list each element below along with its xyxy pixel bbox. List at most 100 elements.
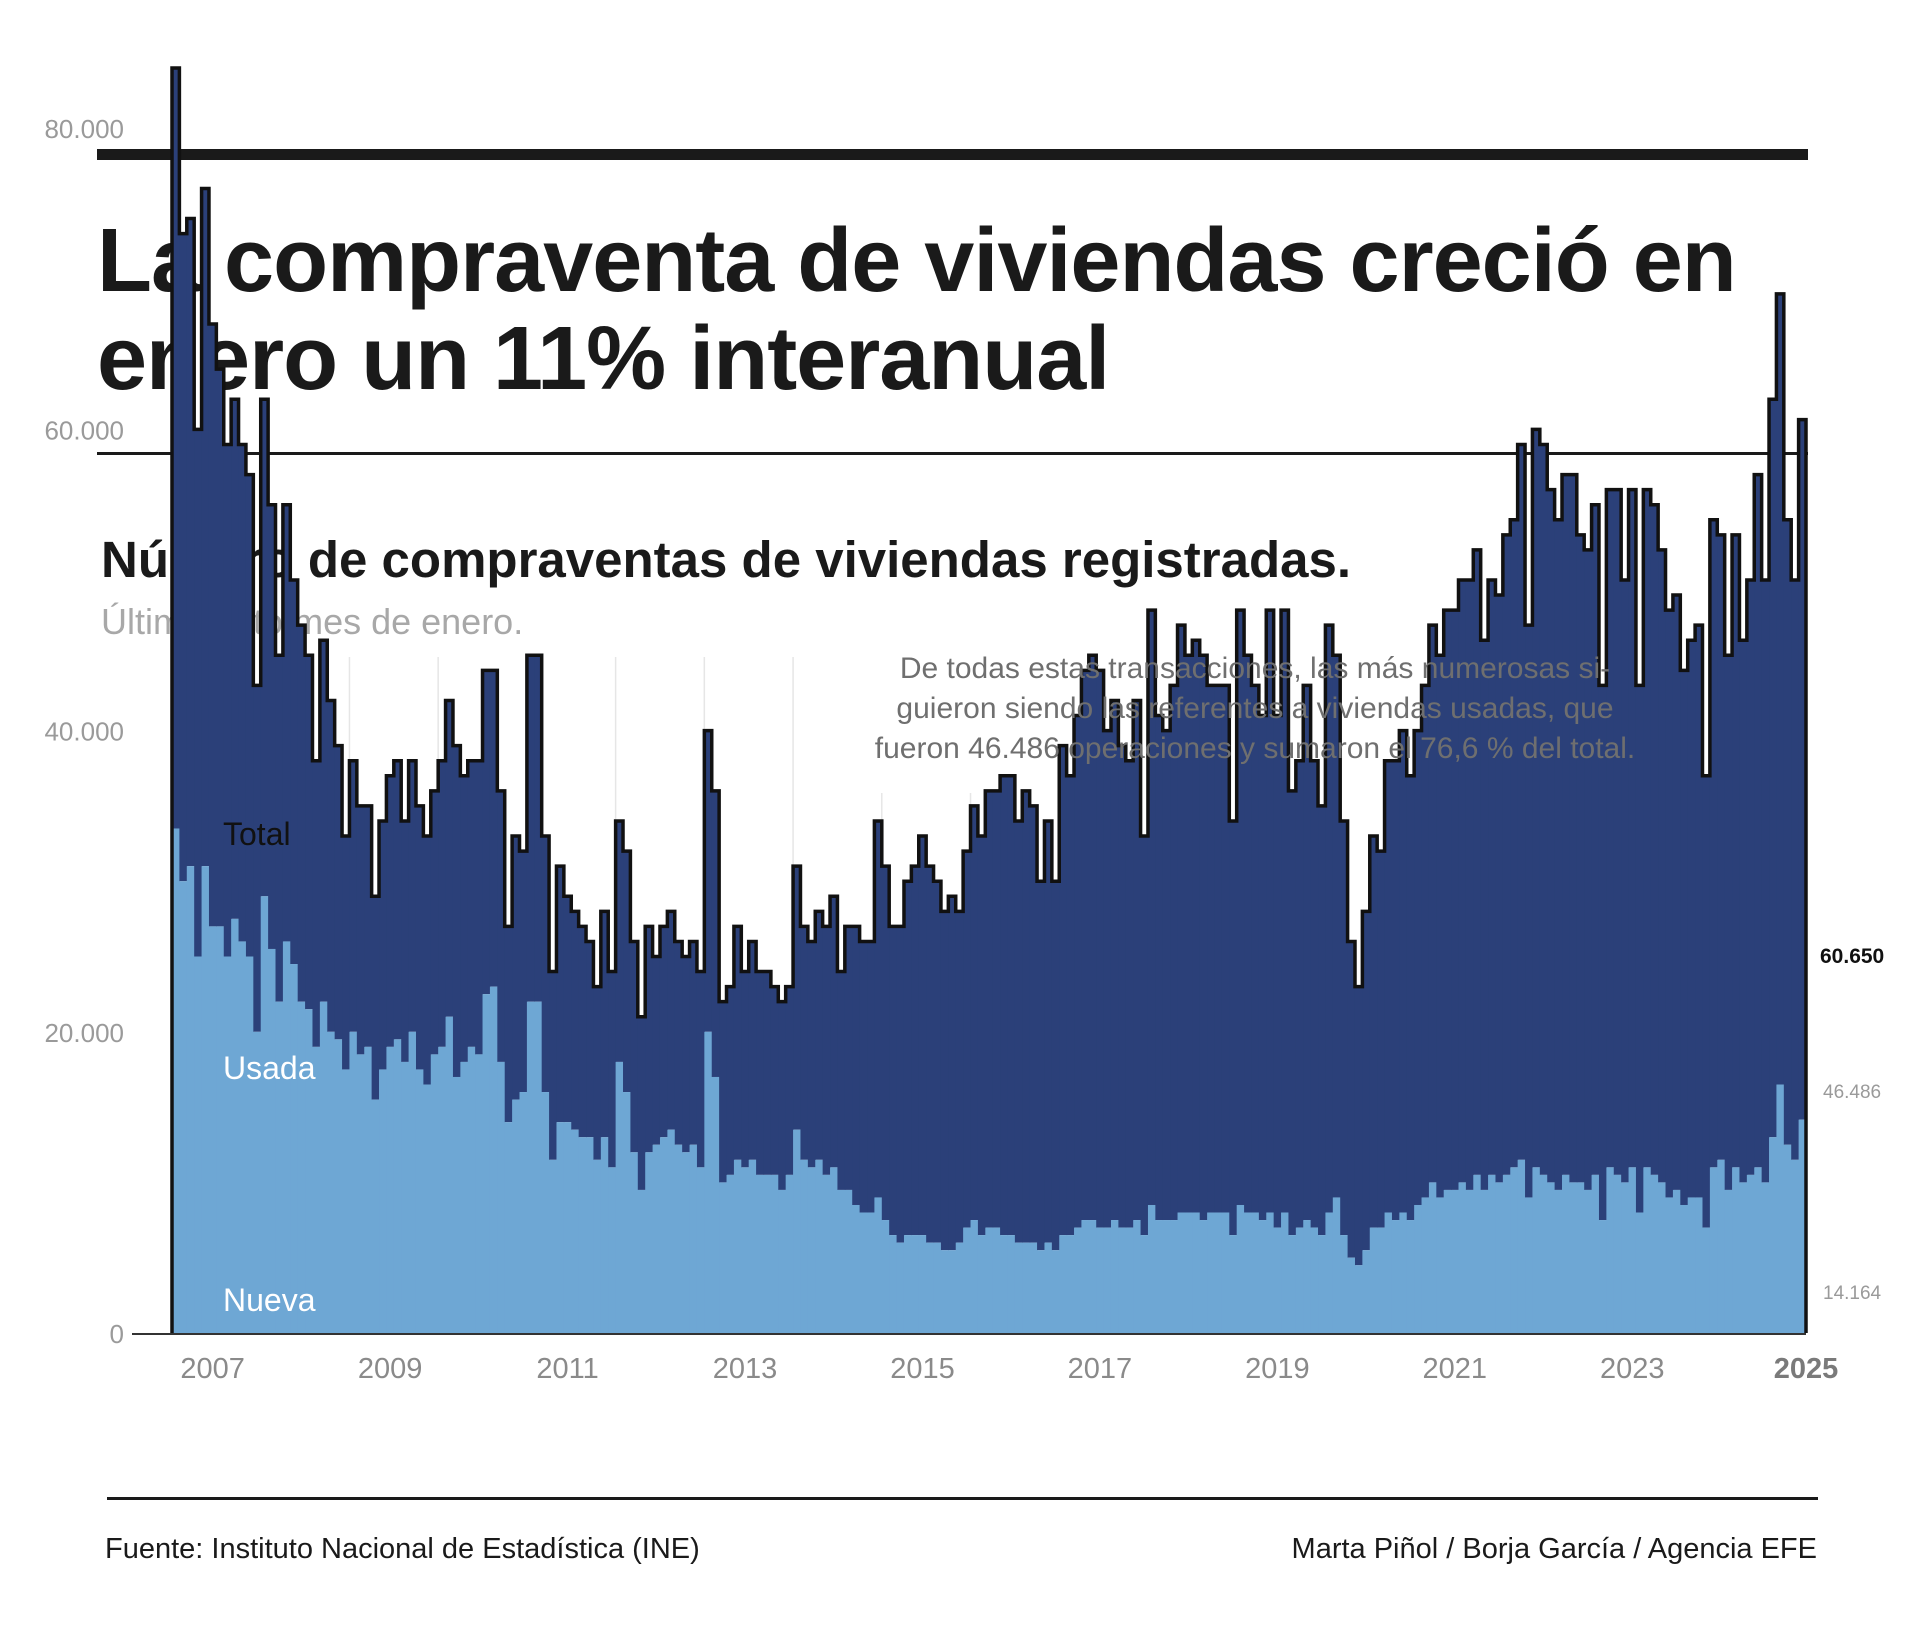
bar-usada	[674, 941, 683, 1145]
bar-usada	[911, 866, 920, 1236]
bar-nueva	[903, 1235, 912, 1333]
bar-nueva	[497, 1061, 506, 1333]
bar-nueva	[970, 1220, 979, 1333]
bar-nueva	[733, 1159, 742, 1333]
bar-nueva	[1155, 1220, 1164, 1333]
bar-usada	[711, 790, 720, 1077]
bar-nueva	[748, 1159, 757, 1333]
bar-usada	[696, 971, 705, 1168]
bar-usada	[1650, 504, 1659, 1175]
bar-nueva	[1221, 1212, 1230, 1333]
bar-nueva	[1769, 1137, 1778, 1333]
bar-usada	[1436, 655, 1445, 1198]
bar-usada	[1318, 805, 1327, 1236]
bar-usada	[748, 941, 757, 1160]
bar-nueva	[874, 1197, 883, 1333]
bar-usada	[467, 760, 476, 1047]
bar-usada	[1695, 625, 1704, 1198]
bar-nueva	[1066, 1235, 1075, 1333]
bar-nueva	[312, 1046, 321, 1333]
bar-usada	[1576, 534, 1585, 1183]
bar-nueva	[948, 1250, 957, 1333]
bar-usada	[903, 881, 912, 1236]
bar-usada	[1414, 730, 1423, 1205]
bar-nueva	[1377, 1227, 1386, 1333]
bar-usada	[1103, 730, 1112, 1228]
end-label-usada: 46.486	[1823, 1082, 1881, 1103]
bar-usada	[1310, 760, 1319, 1228]
bar-nueva	[1443, 1189, 1452, 1333]
bar-usada	[1133, 700, 1142, 1221]
bar-usada	[1724, 655, 1733, 1190]
bar-nueva	[1569, 1182, 1578, 1333]
bar-usada	[194, 429, 203, 957]
bar-nueva	[1340, 1235, 1349, 1333]
bar-usada	[275, 655, 284, 1002]
bar-usada	[1214, 685, 1223, 1213]
bar-usada	[415, 805, 424, 1070]
bar-usada	[460, 775, 469, 1062]
bar-nueva	[305, 1009, 314, 1333]
bar-usada	[763, 971, 772, 1175]
bar-usada	[364, 805, 373, 1047]
bar-nueva	[282, 941, 291, 1333]
bar-nueva	[933, 1242, 942, 1333]
bar-nueva	[1051, 1250, 1060, 1333]
bar-usada	[785, 986, 794, 1175]
bar-usada	[445, 700, 454, 1017]
bar-nueva	[1724, 1189, 1733, 1333]
bar-nueva	[430, 1054, 439, 1333]
bar-nueva	[918, 1235, 927, 1333]
bar-usada	[1295, 760, 1304, 1228]
bar-nueva	[659, 1137, 668, 1333]
bar-nueva	[216, 926, 225, 1333]
bar-nueva	[1480, 1189, 1489, 1333]
bar-nueva	[1288, 1235, 1297, 1333]
bar-usada	[216, 369, 225, 927]
bar-usada	[497, 790, 506, 1062]
bar-usada	[438, 760, 447, 1047]
bar-nueva	[1037, 1250, 1046, 1333]
bar-nueva	[1635, 1212, 1644, 1333]
bar-usada	[1110, 700, 1119, 1221]
bar-nueva	[1709, 1167, 1718, 1333]
bar-nueva	[1088, 1220, 1097, 1333]
bar-nueva	[852, 1204, 861, 1333]
bar-nueva	[674, 1144, 683, 1333]
bar-nueva	[1791, 1159, 1800, 1333]
bar-usada	[830, 896, 839, 1168]
bar-nueva	[238, 941, 247, 1333]
bar-nueva	[637, 1189, 646, 1333]
bar-nueva	[1591, 1174, 1600, 1333]
bar-nueva	[1621, 1182, 1630, 1333]
bar-usada	[356, 805, 365, 1055]
bar-nueva	[438, 1046, 447, 1333]
bar-usada	[1369, 836, 1378, 1228]
x-tick-label: 2015	[890, 1353, 955, 1385]
bar-nueva	[985, 1227, 994, 1333]
bar-nueva	[1391, 1220, 1400, 1333]
bar-usada	[172, 67, 180, 829]
bar-usada	[1162, 730, 1171, 1221]
bar-nueva	[1362, 1250, 1371, 1333]
bar-usada	[1776, 293, 1785, 1085]
bar-nueva	[1229, 1235, 1238, 1333]
bar-usada	[955, 911, 964, 1243]
bar-nueva	[1184, 1212, 1193, 1333]
bar-nueva	[371, 1099, 380, 1333]
bar-nueva	[172, 828, 180, 1333]
bar-usada	[1606, 489, 1615, 1168]
bar-usada	[1066, 775, 1075, 1236]
bar-usada	[770, 986, 779, 1175]
bar-nueva	[1510, 1167, 1519, 1333]
bar-usada	[549, 971, 558, 1160]
bar-usada	[1791, 580, 1800, 1160]
bar-nueva	[1192, 1212, 1201, 1333]
bar-nueva	[275, 1001, 284, 1333]
bar-nueva	[379, 1069, 388, 1333]
bar-nueva	[563, 1122, 572, 1333]
bar-usada	[793, 866, 802, 1130]
bar-usada	[940, 911, 949, 1251]
series-label-nueva: Nueva	[223, 1282, 316, 1318]
bar-usada	[1465, 580, 1474, 1190]
